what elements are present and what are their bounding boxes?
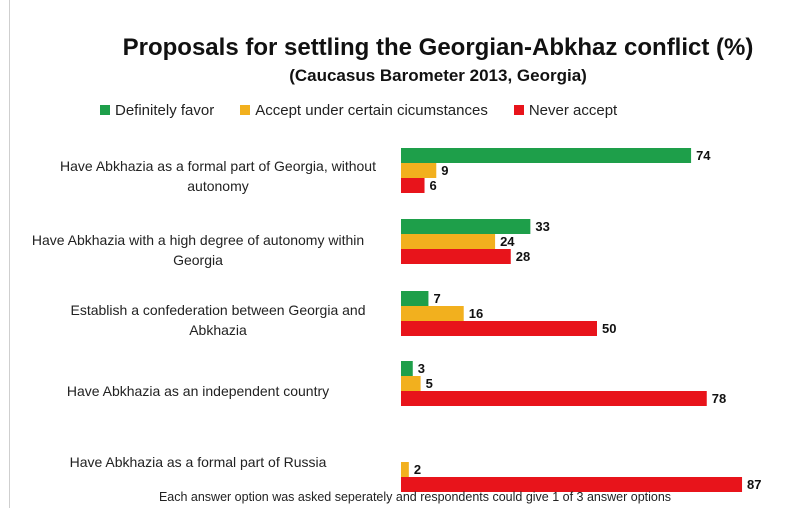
category-label-formal-part-georgia: Have Abkhazia as a formal part of Georgi… [60,158,376,194]
category-label-autonomy-within-georgia: Have Abkhazia with a high degree of auto… [31,232,365,268]
data-label-definitely-favor-2: 7 [433,291,440,306]
chart-title: Proposals for settling the Georgian-Abkh… [122,34,754,61]
chart-legend: Definitely favor Accept under certain ci… [100,100,643,120]
data-label-never-accept-4: 87 [747,477,761,492]
data-label-definitely-favor-1: 33 [535,219,549,234]
legend-label-accept-under-circumstances: Accept under certain cicumstances [255,101,488,119]
bar-never-accept-4 [401,477,743,492]
category-label-formal-part-russia: Have Abkhazia as a formal part of Russia [69,454,327,470]
legend-item-never-accept: Never accept [513,101,618,119]
legend-item-accept-under-circumstances: Accept under certain cicumstances [240,102,488,119]
bar-never-accept-0 [401,178,425,193]
bar-definitely-favor-0 [401,148,692,163]
chart-subtitle: (Caucasus Barometer 2013, Georgia) [289,66,587,85]
data-label-accept-under-circumstances-3: 5 [426,376,433,391]
category-label-independent-country: Have Abkhazia as an independent country [66,383,330,399]
data-label-accept-under-circumstances-4: 2 [414,462,421,477]
legend-swatch-definitely-favor [100,105,110,115]
legend-item-definitely-favor: Definitely favor [100,102,214,119]
left-border-line [9,0,10,508]
bar-accept-under-circumstances-2 [401,306,464,321]
data-label-definitely-favor-3: 3 [418,361,425,376]
bar-never-accept-3 [401,391,707,406]
legend-swatch-accept-under-circumstances [240,105,251,115]
bar-definitely-favor-1 [401,219,531,234]
bar-accept-under-circumstances-3 [401,376,421,391]
category-label-confederation: Establish a confederation between Georgi… [70,302,366,338]
chart-footnote: Each answer option was asked seperately … [158,490,672,504]
data-label-never-accept-1: 28 [516,249,530,264]
bar-accept-under-circumstances-1 [401,234,496,249]
bar-never-accept-2 [401,321,597,336]
data-label-accept-under-circumstances-0: 9 [441,163,448,178]
legend-label-definitely-favor: Definitely favor [115,101,215,119]
bar-accept-under-circumstances-0 [401,163,437,178]
data-label-accept-under-circumstances-1: 24 [500,234,515,249]
bar-accept-under-circumstances-4 [401,462,409,477]
bar-never-accept-1 [401,249,511,264]
bar-definitely-favor-3 [401,361,413,376]
data-label-never-accept-2: 50 [602,321,616,336]
data-label-definitely-favor-0: 74 [696,148,711,163]
legend-label-never-accept: Never accept [528,101,618,119]
bar-definitely-favor-2 [401,291,429,306]
data-label-never-accept-0: 6 [430,178,437,193]
legend-swatch-never-accept [513,105,524,115]
data-label-never-accept-3: 78 [712,391,726,406]
data-label-accept-under-circumstances-2: 16 [469,306,483,321]
